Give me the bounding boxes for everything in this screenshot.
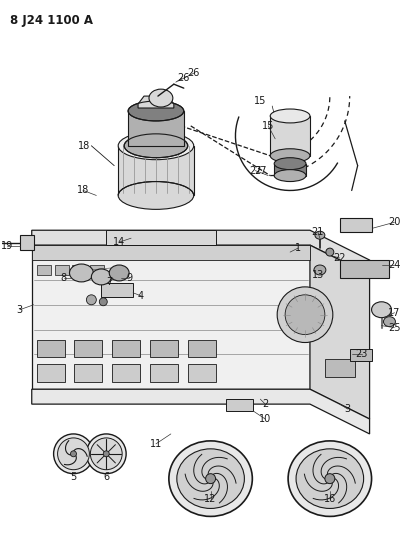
Bar xyxy=(55,265,68,275)
Text: 18: 18 xyxy=(77,185,89,196)
Ellipse shape xyxy=(149,89,172,107)
Ellipse shape xyxy=(314,231,324,239)
Polygon shape xyxy=(106,230,215,245)
Text: 12: 12 xyxy=(204,494,216,504)
Text: 8 J24 1100 A: 8 J24 1100 A xyxy=(10,14,93,27)
Ellipse shape xyxy=(285,295,324,335)
Bar xyxy=(37,265,50,275)
Polygon shape xyxy=(32,389,369,434)
Text: 25: 25 xyxy=(387,322,400,333)
Bar xyxy=(37,340,64,358)
Bar xyxy=(150,365,177,382)
Text: 21: 21 xyxy=(311,227,323,237)
Ellipse shape xyxy=(371,302,391,318)
Polygon shape xyxy=(138,96,173,108)
Text: 11: 11 xyxy=(150,439,161,449)
Ellipse shape xyxy=(270,109,309,123)
Bar xyxy=(112,340,140,358)
Polygon shape xyxy=(118,146,193,196)
Polygon shape xyxy=(128,111,183,146)
Text: 9: 9 xyxy=(126,273,132,283)
Ellipse shape xyxy=(90,438,122,470)
Ellipse shape xyxy=(91,269,111,285)
Ellipse shape xyxy=(57,438,89,470)
Text: 5: 5 xyxy=(70,472,76,482)
Text: 4: 4 xyxy=(138,291,144,301)
Ellipse shape xyxy=(382,317,394,327)
Ellipse shape xyxy=(270,149,309,163)
Bar xyxy=(225,399,253,411)
Bar xyxy=(72,265,86,275)
Ellipse shape xyxy=(273,169,305,182)
Text: 19: 19 xyxy=(1,241,13,251)
Bar xyxy=(339,219,371,232)
Ellipse shape xyxy=(169,441,252,516)
Ellipse shape xyxy=(313,265,325,275)
Ellipse shape xyxy=(128,101,183,121)
Text: 10: 10 xyxy=(259,414,271,424)
Polygon shape xyxy=(32,245,309,389)
Ellipse shape xyxy=(324,474,334,483)
Ellipse shape xyxy=(124,134,187,158)
Text: 22: 22 xyxy=(333,253,345,263)
Polygon shape xyxy=(32,230,369,275)
Text: 7: 7 xyxy=(106,277,112,287)
Bar xyxy=(90,265,104,275)
Ellipse shape xyxy=(205,474,215,483)
Ellipse shape xyxy=(176,449,244,508)
Ellipse shape xyxy=(118,132,193,160)
Bar xyxy=(150,340,177,358)
Text: 26: 26 xyxy=(187,68,199,78)
Text: 16: 16 xyxy=(323,494,335,504)
Polygon shape xyxy=(32,245,309,260)
Ellipse shape xyxy=(86,295,96,305)
Bar xyxy=(74,365,102,382)
Ellipse shape xyxy=(287,441,371,516)
Text: 15: 15 xyxy=(261,121,274,131)
Ellipse shape xyxy=(109,265,129,281)
Text: 23: 23 xyxy=(355,350,367,359)
Bar xyxy=(112,365,140,382)
Text: 3: 3 xyxy=(17,305,23,314)
Text: 6: 6 xyxy=(103,472,109,482)
Ellipse shape xyxy=(118,182,193,209)
Ellipse shape xyxy=(86,434,126,474)
Text: 27: 27 xyxy=(254,166,266,175)
Ellipse shape xyxy=(277,287,332,343)
Polygon shape xyxy=(273,164,305,175)
Bar xyxy=(349,350,371,361)
Ellipse shape xyxy=(53,434,93,474)
Polygon shape xyxy=(270,116,309,156)
Text: 26: 26 xyxy=(177,73,190,83)
Text: 20: 20 xyxy=(387,217,400,227)
Polygon shape xyxy=(339,260,389,278)
Ellipse shape xyxy=(103,451,109,457)
Text: 8: 8 xyxy=(60,273,66,283)
Text: 13: 13 xyxy=(311,270,323,280)
Ellipse shape xyxy=(69,264,93,282)
Text: 15: 15 xyxy=(254,96,266,106)
Ellipse shape xyxy=(295,449,363,508)
Text: 18: 18 xyxy=(78,141,90,151)
Bar xyxy=(187,365,215,382)
Bar xyxy=(324,359,354,377)
Text: 1: 1 xyxy=(294,243,300,253)
Text: 24: 24 xyxy=(387,260,400,270)
Bar xyxy=(101,283,133,297)
Ellipse shape xyxy=(273,158,305,169)
Polygon shape xyxy=(309,245,369,419)
Text: 2: 2 xyxy=(261,399,268,409)
Ellipse shape xyxy=(99,298,107,306)
Text: 3: 3 xyxy=(344,404,350,414)
Bar xyxy=(74,340,102,358)
Bar xyxy=(37,365,64,382)
Ellipse shape xyxy=(70,451,76,457)
Ellipse shape xyxy=(325,248,333,256)
Bar xyxy=(187,340,215,358)
Text: 27: 27 xyxy=(249,166,261,175)
Text: 17: 17 xyxy=(387,308,400,318)
Text: 14: 14 xyxy=(113,237,125,247)
Polygon shape xyxy=(20,235,33,250)
